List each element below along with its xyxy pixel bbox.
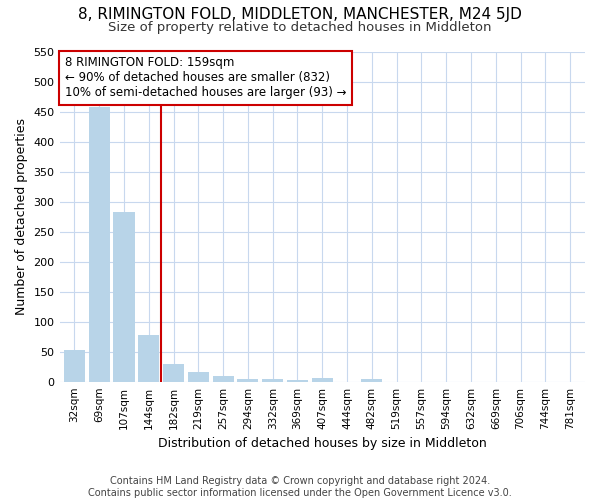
Bar [138, 335, 160, 382]
Bar [238, 378, 259, 382]
Text: Size of property relative to detached houses in Middleton: Size of property relative to detached ho… [108, 21, 492, 34]
Y-axis label: Number of detached properties: Number of detached properties [15, 118, 28, 315]
Bar [262, 380, 283, 382]
Bar [212, 376, 233, 382]
Bar [287, 380, 308, 382]
X-axis label: Distribution of detached houses by size in Middleton: Distribution of detached houses by size … [158, 437, 487, 450]
Bar [89, 108, 110, 382]
Bar [361, 380, 382, 382]
Bar [188, 372, 209, 382]
Bar [163, 364, 184, 382]
Text: 8, RIMINGTON FOLD, MIDDLETON, MANCHESTER, M24 5JD: 8, RIMINGTON FOLD, MIDDLETON, MANCHESTER… [78, 8, 522, 22]
Bar [113, 212, 134, 382]
Bar [64, 350, 85, 382]
Text: Contains HM Land Registry data © Crown copyright and database right 2024.
Contai: Contains HM Land Registry data © Crown c… [88, 476, 512, 498]
Bar [312, 378, 333, 382]
Text: 8 RIMINGTON FOLD: 159sqm
← 90% of detached houses are smaller (832)
10% of semi-: 8 RIMINGTON FOLD: 159sqm ← 90% of detach… [65, 56, 346, 100]
